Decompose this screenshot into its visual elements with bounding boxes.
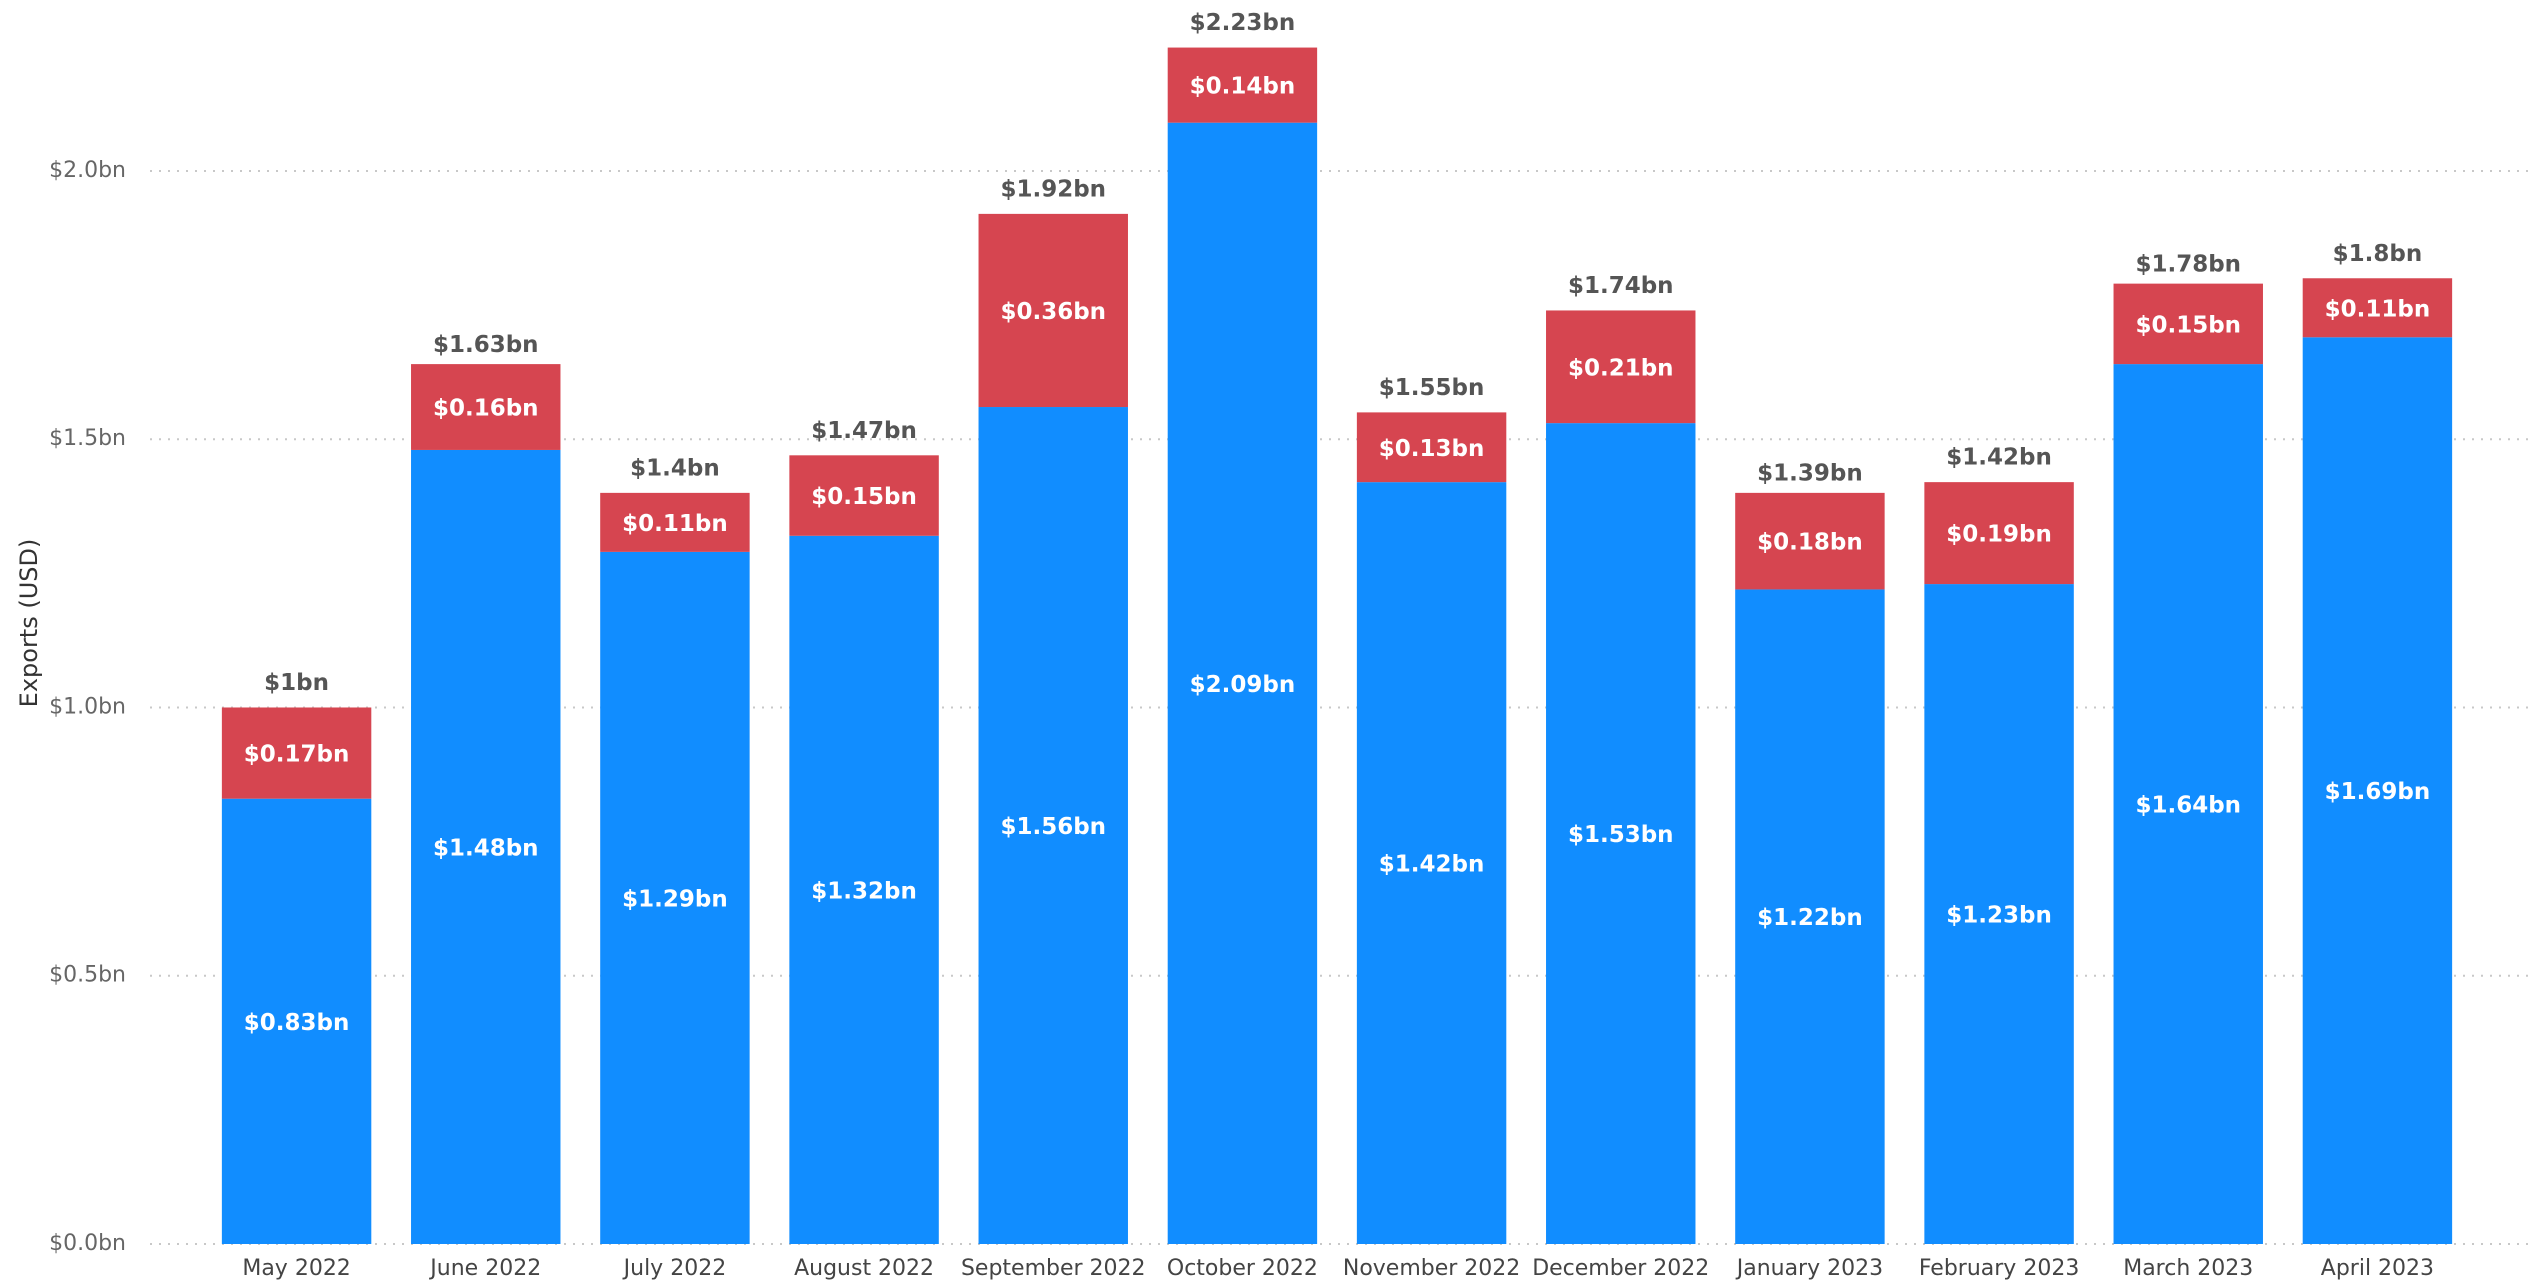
- value-label: $1.69bn: [2325, 779, 2431, 805]
- bar-segment: [1924, 584, 2074, 1244]
- x-tick-label: October 2022: [1167, 1256, 1318, 1281]
- value-label: $0.83bn: [244, 1010, 350, 1036]
- bar-segment: [2302, 278, 2453, 338]
- total-label: $1.78bn: [2135, 251, 2241, 277]
- bar-segment: [600, 492, 750, 552]
- value-label: $1.64bn: [2135, 793, 2241, 819]
- bar-segment: [789, 535, 939, 1244]
- bar-segment: [411, 364, 561, 450]
- value-label: $0.14bn: [1190, 74, 1296, 100]
- bar-segment: [978, 213, 1128, 408]
- value-label: $1.29bn: [622, 886, 728, 912]
- value-label: $0.19bn: [1946, 522, 2052, 548]
- bar-segment: [1735, 492, 1885, 590]
- bar-segment: [1167, 47, 1318, 123]
- value-label: $1.22bn: [1757, 905, 1863, 931]
- bar-segment: [1546, 310, 1696, 424]
- value-label: $0.15bn: [811, 484, 917, 510]
- value-label: $0.16bn: [433, 396, 539, 422]
- x-tick-label: June 2022: [428, 1256, 541, 1281]
- value-label: $0.11bn: [622, 511, 728, 537]
- bar-segment: [2113, 283, 2263, 365]
- bar-segment: [1167, 122, 1318, 1245]
- bar-segment: [1546, 423, 1696, 1245]
- y-tick-label: $0.5bn: [49, 963, 126, 988]
- total-label: $1.74bn: [1568, 273, 1674, 299]
- y-tick-label: $0.0bn: [49, 1231, 126, 1256]
- value-label: $0.18bn: [1757, 530, 1863, 556]
- total-label: $1.63bn: [433, 332, 539, 358]
- total-label: $1.8bn: [2333, 241, 2423, 267]
- value-label: $0.36bn: [1000, 299, 1106, 325]
- value-label: $1.23bn: [1946, 903, 2052, 929]
- x-tick-label: May 2022: [242, 1256, 350, 1281]
- value-label: $0.11bn: [2325, 296, 2431, 322]
- total-label: $2.23bn: [1190, 10, 1296, 36]
- value-label: $1.42bn: [1379, 852, 1485, 878]
- bar-segment: [1735, 589, 1885, 1244]
- value-label: $2.09bn: [1190, 672, 1296, 698]
- total-label: $1.92bn: [1000, 176, 1106, 202]
- x-tick-label: July 2022: [622, 1256, 727, 1281]
- bar-segment: [1356, 412, 1507, 483]
- total-label: $1.55bn: [1379, 375, 1485, 401]
- bar-segment: [221, 707, 372, 799]
- value-label: $0.15bn: [2135, 312, 2241, 338]
- x-tick-label: March 2023: [2123, 1256, 2253, 1281]
- x-tick-label: December 2022: [1532, 1256, 1709, 1281]
- value-label: $0.21bn: [1568, 355, 1674, 381]
- value-label: $1.32bn: [811, 878, 917, 904]
- value-label: $0.13bn: [1379, 436, 1485, 462]
- x-tick-label: August 2022: [794, 1256, 934, 1281]
- total-label: $1.39bn: [1757, 461, 1863, 487]
- bar-segment: [2113, 364, 2263, 1244]
- y-tick-label: $2.0bn: [49, 158, 126, 183]
- x-tick-label: February 2023: [1919, 1256, 2079, 1281]
- value-label: $0.17bn: [244, 742, 350, 768]
- bar-segment: [411, 449, 561, 1244]
- y-axis-title: Exports (USD): [15, 539, 43, 708]
- bar-segment: [978, 407, 1128, 1244]
- x-tick-label: November 2022: [1343, 1256, 1520, 1281]
- value-label: $1.48bn: [433, 835, 539, 861]
- bar-segment: [1356, 482, 1507, 1244]
- total-label: $1.42bn: [1946, 445, 2052, 471]
- bar-segment: [1924, 482, 2074, 585]
- value-label: $1.56bn: [1000, 814, 1106, 840]
- bar-segment: [2302, 337, 2453, 1244]
- x-tick-label: January 2023: [1735, 1256, 1883, 1281]
- y-tick-label: $1.5bn: [49, 426, 126, 451]
- total-label: $1.4bn: [630, 455, 720, 481]
- x-tick-label: September 2022: [961, 1256, 1146, 1281]
- value-label: $1.53bn: [1568, 822, 1674, 848]
- bar-segment: [221, 798, 372, 1244]
- bar-segment: [789, 455, 939, 536]
- total-label: $1.47bn: [811, 418, 917, 444]
- bar-segment: [600, 551, 750, 1244]
- x-tick-label: April 2023: [2321, 1256, 2434, 1281]
- y-tick-label: $1.0bn: [49, 694, 126, 719]
- total-label: $1bn: [264, 670, 329, 696]
